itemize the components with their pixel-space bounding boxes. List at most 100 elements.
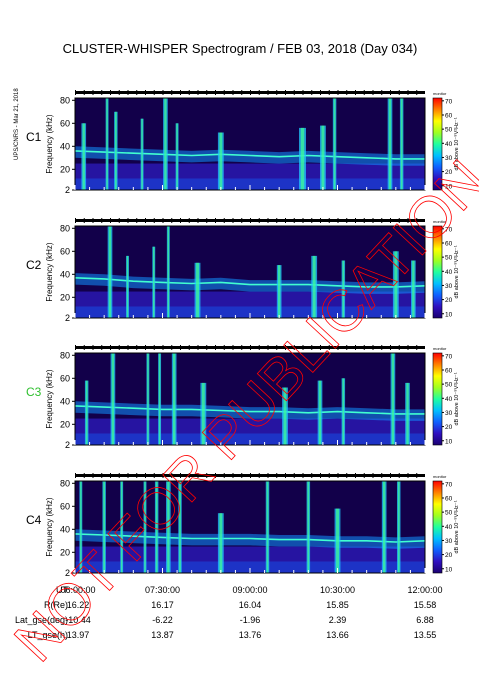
availability-tick	[250, 90, 251, 95]
availability-tick	[258, 218, 260, 223]
availability-tick	[346, 90, 348, 95]
availability-tick	[118, 90, 120, 95]
panel-c3: 2 20 40 60 80 Frequency (kHz)C3 monitor 10 20 30 4…	[26, 345, 460, 450]
plasma-line	[74, 277, 426, 288]
availability-tick	[355, 473, 356, 478]
availability-tick	[197, 473, 199, 478]
emission-burst-core	[391, 353, 395, 445]
availability-tick	[145, 218, 146, 223]
emission-burst-core	[333, 98, 336, 190]
availability-tick	[153, 473, 155, 478]
availability-tick	[302, 90, 304, 95]
y-tick-label: 20	[60, 419, 70, 429]
availability-tick	[372, 345, 374, 350]
availability-tick	[83, 473, 85, 478]
ephemeris-value: 15.58	[414, 600, 437, 610]
availability-tick	[416, 345, 418, 350]
ephemeris-value: 07:30:00	[145, 585, 180, 595]
availability-tick	[276, 90, 278, 95]
availability-tick	[118, 345, 120, 350]
plasma-band	[75, 273, 425, 294]
availability-tick	[162, 90, 164, 95]
availability-tick	[136, 90, 138, 95]
availability-tick	[153, 218, 155, 223]
availability-tick	[311, 218, 313, 223]
colorbar-note: monitor	[433, 219, 447, 224]
emission-burst-core	[196, 262, 199, 318]
colorbar-note: monitor	[433, 91, 447, 96]
availability-tick	[232, 473, 234, 478]
availability-tick	[285, 345, 286, 350]
availability-tick	[101, 473, 103, 478]
y-tick-label: 60	[60, 118, 70, 128]
colorbar-tick-label: 20	[445, 424, 453, 431]
colorbar: monitor 10 20 30 40 50 60 70 dB above 10⁻⁸V²Hz⁻¹	[432, 474, 460, 574]
availability-tick	[407, 90, 409, 95]
colorbar-tick-label: 40	[445, 396, 453, 403]
emission-burst-core	[342, 260, 345, 318]
availability-tick	[110, 473, 111, 478]
emission-burst-core	[406, 382, 409, 445]
colorbar-tick-label: 20	[445, 297, 453, 304]
availability-tick	[241, 218, 243, 223]
availability-tick	[241, 473, 243, 478]
y-axis-label: Frequency (kHz)	[45, 369, 54, 428]
y-tick-label: 40	[60, 396, 70, 406]
availability-tick	[223, 345, 225, 350]
colorbar-scale	[432, 480, 443, 574]
panel-label: C4	[26, 513, 42, 527]
ephemeris-value: 2.39	[329, 615, 347, 625]
availability-tick	[250, 473, 251, 478]
y-tick-label: 60	[60, 501, 70, 511]
emission-burst-core	[147, 353, 149, 445]
availability-tick	[136, 345, 138, 350]
availability-tick	[232, 345, 234, 350]
availability-tick	[293, 218, 295, 223]
availability-tick	[337, 345, 339, 350]
availability-tick	[83, 345, 85, 350]
colorbar-tick-label: 10	[445, 438, 453, 445]
availability-tick	[118, 473, 120, 478]
availability-tick	[136, 218, 138, 223]
lowfreq-band-core	[75, 306, 425, 318]
availability-tick	[180, 345, 181, 350]
availability-tick	[223, 218, 225, 223]
colorbar-tick-label: 50	[445, 382, 453, 389]
emission-burst-core	[126, 255, 129, 318]
availability-tick	[276, 218, 278, 223]
colorbar-tick-label: 30	[445, 283, 453, 290]
ephemeris-value: 16.22	[67, 600, 90, 610]
availability-tick	[355, 90, 356, 95]
availability-tick	[381, 345, 383, 350]
availability-tick	[328, 218, 330, 223]
availability-tick	[407, 345, 409, 350]
availability-tick	[293, 90, 295, 95]
ephemeris-value: 13.55	[414, 630, 437, 640]
colorbar-tick-label: 10	[445, 311, 453, 318]
ephemeris-value: 13.87	[151, 630, 174, 640]
colorbar: monitor 10 20 30 40 50 60 70 dB above 10⁻⁸V²Hz⁻¹	[432, 91, 460, 191]
ephemeris-value: 13.76	[239, 630, 262, 640]
emission-burst-core	[307, 481, 310, 573]
availability-tick	[188, 473, 190, 478]
availability-tick	[197, 218, 199, 223]
emission-burst-core	[114, 111, 117, 190]
availability-tick	[215, 90, 216, 95]
emission-burst-core	[103, 481, 106, 573]
availability-tick	[223, 473, 225, 478]
colorbar-scale	[432, 97, 443, 191]
y-axis-label: Frequency (kHz)	[45, 497, 54, 556]
availability-tick	[153, 345, 155, 350]
colorbar-tick-label: 60	[445, 495, 453, 502]
ephemeris-row-label: LT_gse(h)	[28, 630, 68, 640]
availability-tick	[215, 345, 216, 350]
panel-c2: 2 20 40 60 80 Frequency (kHz)C2 monitor 10 20 30 4…	[26, 218, 460, 323]
ephemeris-value: 16.17	[151, 600, 174, 610]
emission-burst-core	[278, 265, 281, 318]
availability-tick	[110, 90, 111, 95]
availability-tick	[346, 345, 348, 350]
availability-tick	[162, 345, 164, 350]
ephemeris-value: -10.44	[65, 615, 91, 625]
colorbar-scale	[432, 352, 443, 446]
availability-tick	[311, 473, 313, 478]
